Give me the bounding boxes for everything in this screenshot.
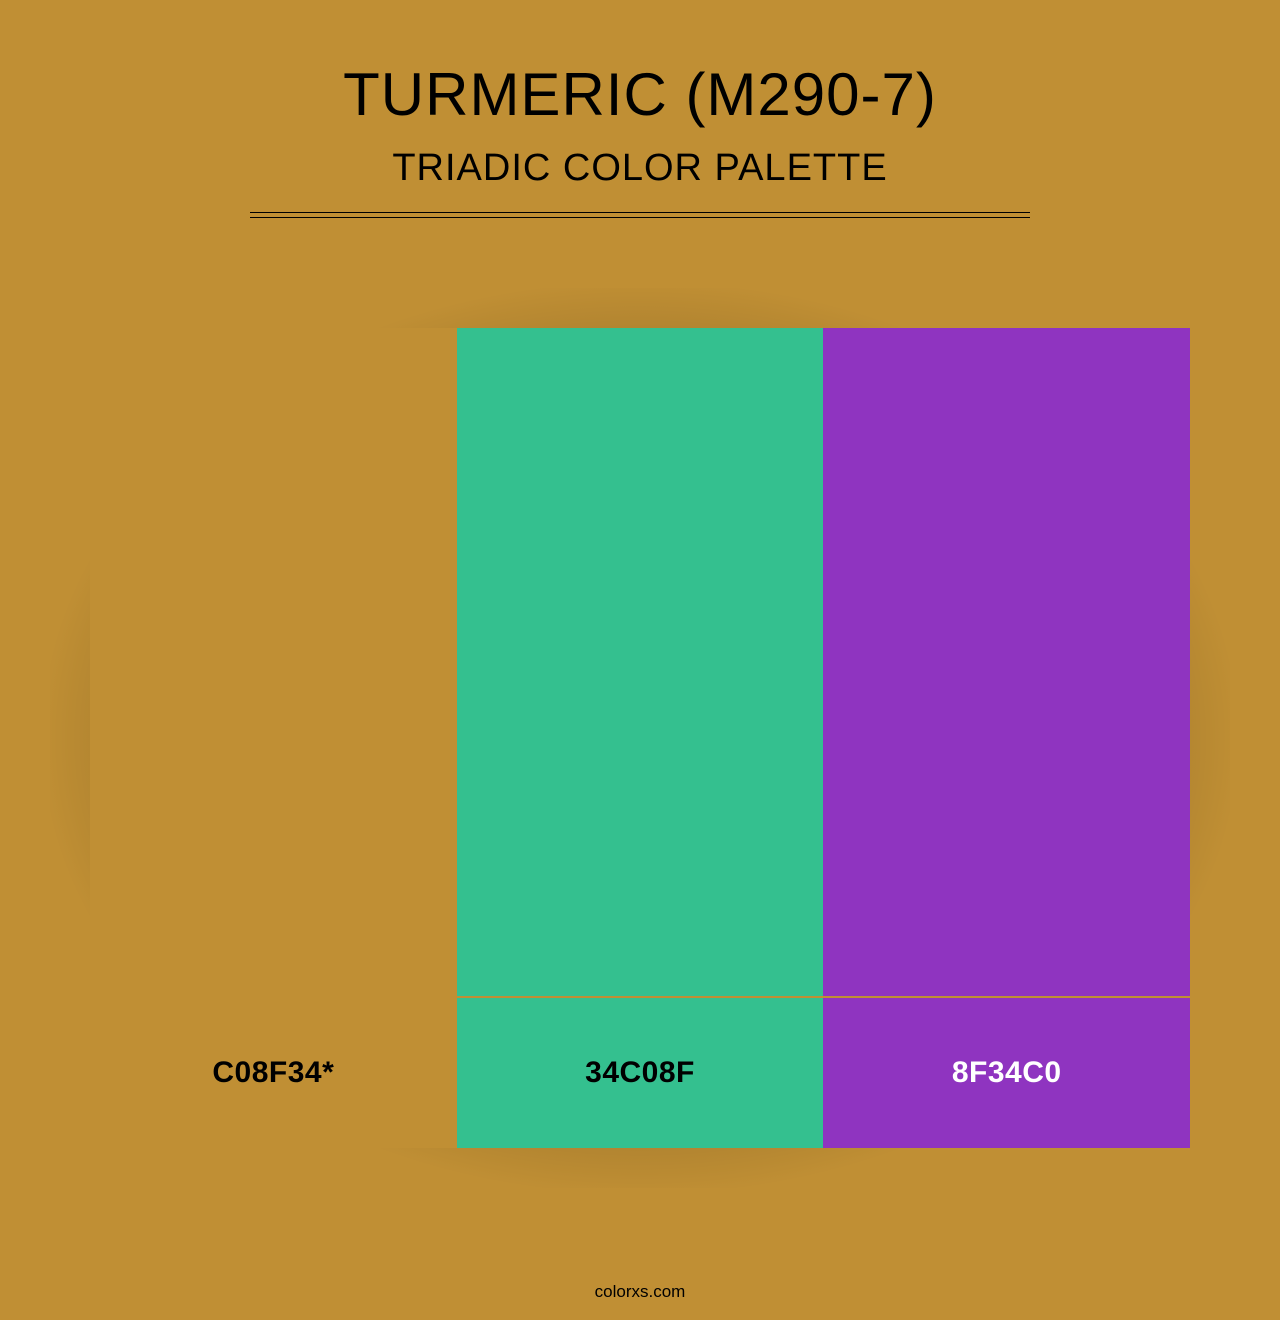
swatch: 8F34C0: [823, 328, 1190, 1148]
swatch-hex-label: C08F34*: [212, 1056, 334, 1090]
title-divider: [250, 212, 1030, 218]
page-subtitle: TRIADIC COLOR PALETTE: [392, 147, 887, 190]
page-title: TURMERIC (M290-7): [343, 60, 937, 129]
swatch-label-row: C08F34*: [90, 998, 457, 1148]
swatch-color: [90, 328, 457, 996]
palette-container: C08F34* 34C08F 8F34C0: [90, 328, 1190, 1148]
swatch: 34C08F: [457, 328, 824, 1148]
swatch-color: [457, 328, 824, 996]
footer-credit: colorxs.com: [0, 1282, 1280, 1302]
swatch-hex-label: 34C08F: [585, 1056, 695, 1090]
swatch-label-row: 34C08F: [457, 998, 824, 1148]
swatch: C08F34*: [90, 328, 457, 1148]
page: TURMERIC (M290-7) TRIADIC COLOR PALETTE …: [0, 0, 1280, 1320]
swatch-hex-label: 8F34C0: [952, 1056, 1062, 1090]
color-palette: C08F34* 34C08F 8F34C0: [90, 328, 1190, 1148]
swatch-color: [823, 328, 1190, 996]
swatch-label-row: 8F34C0: [823, 998, 1190, 1148]
